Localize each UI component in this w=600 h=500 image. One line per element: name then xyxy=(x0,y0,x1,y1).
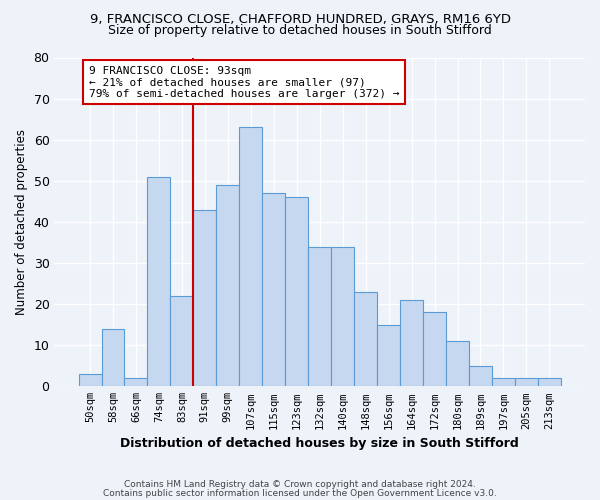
X-axis label: Distribution of detached houses by size in South Stifford: Distribution of detached houses by size … xyxy=(121,437,519,450)
Bar xyxy=(217,185,239,386)
Bar xyxy=(148,176,170,386)
Bar xyxy=(124,378,148,386)
Bar xyxy=(538,378,561,386)
Text: Contains HM Land Registry data © Crown copyright and database right 2024.: Contains HM Land Registry data © Crown c… xyxy=(124,480,476,489)
Bar xyxy=(354,292,377,386)
Bar xyxy=(377,324,400,386)
Bar xyxy=(262,193,285,386)
Bar xyxy=(492,378,515,386)
Bar xyxy=(446,341,469,386)
Bar xyxy=(101,329,124,386)
Bar xyxy=(285,197,308,386)
Bar xyxy=(239,128,262,386)
Bar xyxy=(308,246,331,386)
Text: Contains public sector information licensed under the Open Government Licence v3: Contains public sector information licen… xyxy=(103,489,497,498)
Bar xyxy=(331,246,354,386)
Bar xyxy=(423,312,446,386)
Bar xyxy=(400,300,423,386)
Y-axis label: Number of detached properties: Number of detached properties xyxy=(15,129,28,315)
Text: 9 FRANCISCO CLOSE: 93sqm
← 21% of detached houses are smaller (97)
79% of semi-d: 9 FRANCISCO CLOSE: 93sqm ← 21% of detach… xyxy=(89,66,400,99)
Bar xyxy=(515,378,538,386)
Text: 9, FRANCISCO CLOSE, CHAFFORD HUNDRED, GRAYS, RM16 6YD: 9, FRANCISCO CLOSE, CHAFFORD HUNDRED, GR… xyxy=(89,12,511,26)
Bar xyxy=(170,296,193,386)
Bar xyxy=(469,366,492,386)
Bar xyxy=(79,374,101,386)
Text: Size of property relative to detached houses in South Stifford: Size of property relative to detached ho… xyxy=(108,24,492,37)
Bar xyxy=(193,210,217,386)
